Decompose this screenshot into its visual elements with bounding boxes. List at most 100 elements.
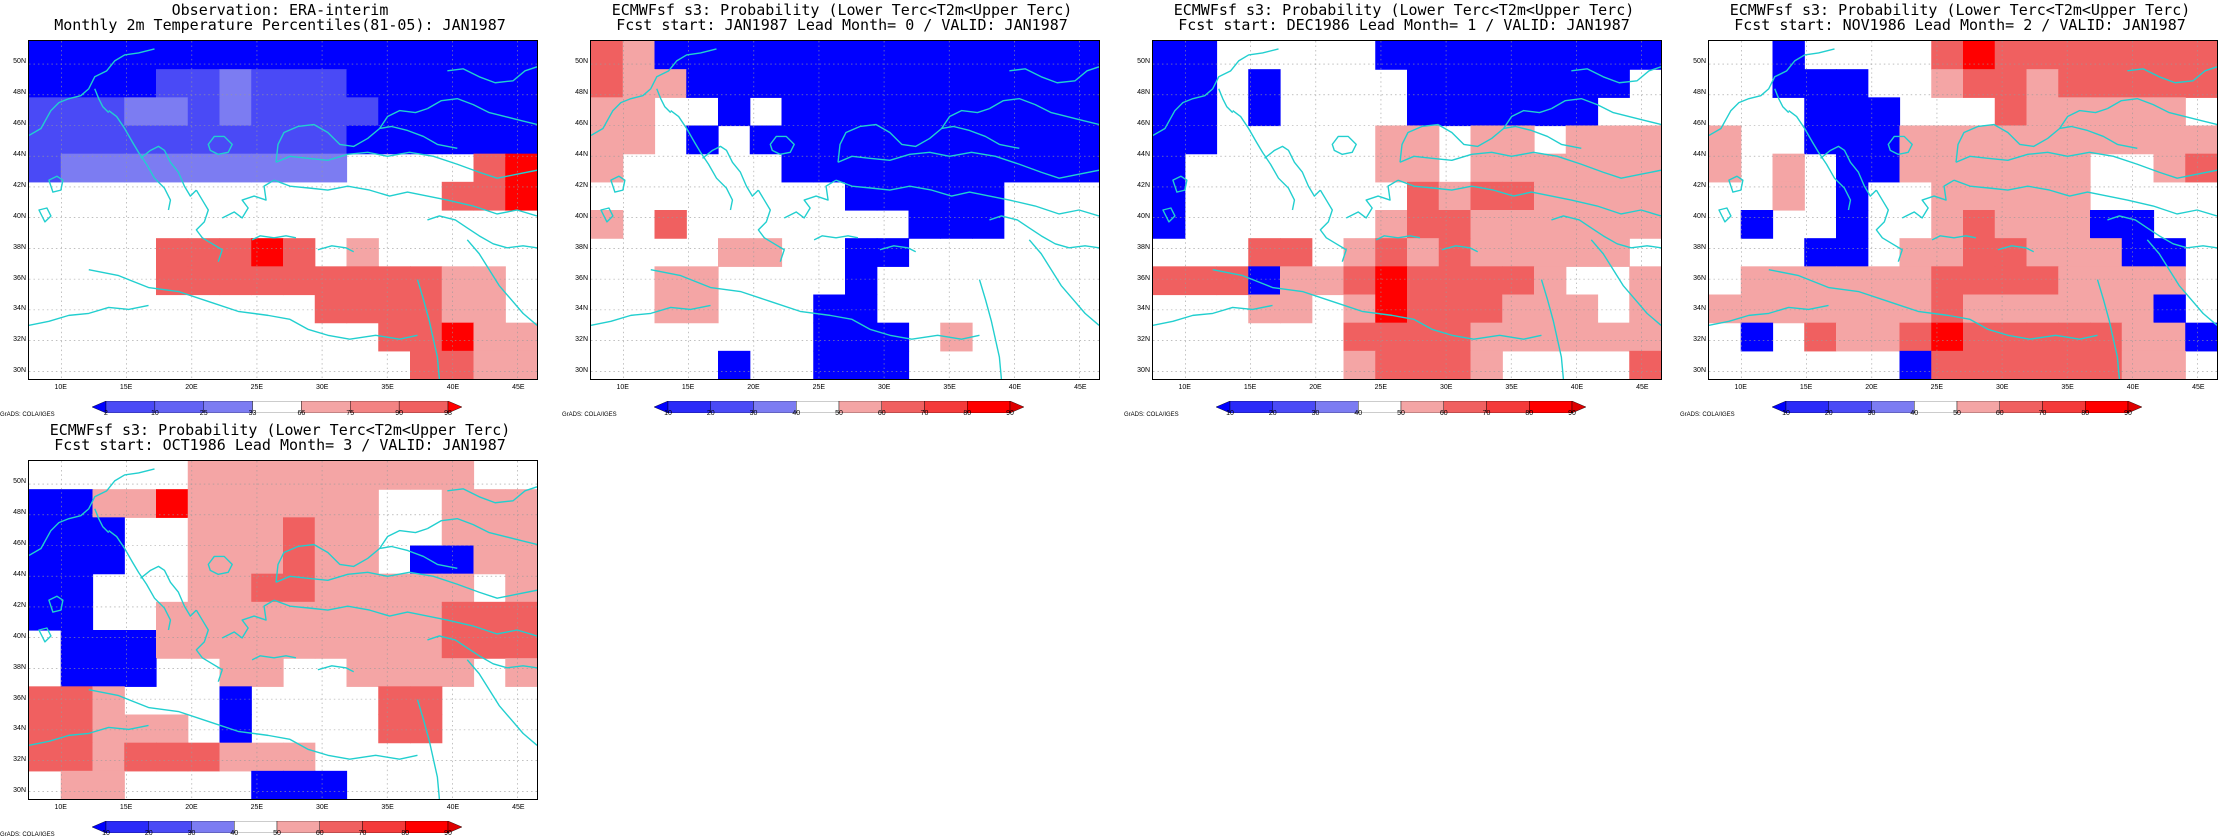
grid-cell	[1931, 350, 1964, 379]
grid-cell	[378, 294, 411, 324]
grid-cell	[1963, 266, 1996, 296]
coastline	[1718, 207, 1732, 223]
grid-cell	[283, 461, 316, 490]
grid-cell	[718, 97, 751, 127]
grid-cell	[346, 461, 379, 490]
colorbar-label: 30	[749, 410, 758, 417]
colorbar	[91, 398, 463, 414]
grid-cell	[60, 573, 94, 603]
colorbar-label: 50	[1397, 410, 1405, 417]
grid-cell	[187, 742, 221, 772]
colorbar-swatch	[405, 820, 449, 834]
coastline	[1212, 268, 1542, 340]
colorbar-swatch	[447, 400, 463, 414]
grid-cell	[441, 294, 475, 324]
grid-cell	[813, 125, 846, 155]
grid-cell	[92, 686, 125, 716]
grid-cell	[1963, 350, 1996, 379]
grid-cell	[1836, 125, 1869, 155]
grid-cell	[845, 125, 878, 155]
colorbar-swatch	[2085, 400, 2129, 414]
grid-cell	[92, 489, 125, 518]
colorbar-swatch	[2042, 400, 2086, 414]
grid-cell	[410, 322, 443, 352]
grid-cell	[1931, 322, 1964, 352]
grid-cell	[187, 517, 221, 547]
grid-cell	[1280, 238, 1313, 267]
colorbar-swatch	[1358, 400, 1402, 414]
grid-cell	[378, 461, 411, 490]
coastline	[1441, 245, 1479, 253]
grid-cell	[1994, 69, 2028, 98]
grid-cell	[876, 350, 910, 379]
lon-tick-label: 20E	[1309, 384, 1322, 391]
colorbar-label: 90	[1006, 410, 1014, 417]
grid-cell	[187, 630, 221, 659]
grid-cell	[2185, 153, 2217, 183]
grid-cell	[251, 97, 284, 127]
grid-cell	[1534, 97, 1567, 127]
grid-cell	[813, 41, 846, 70]
colorbar-label: 30	[1867, 410, 1876, 417]
grid-cell	[1565, 238, 1599, 267]
grid-cell	[972, 153, 1005, 183]
coastline	[1264, 145, 1321, 197]
coastline	[1953, 179, 2217, 217]
lat-tick-label: 40N	[575, 212, 588, 220]
grid-cell	[908, 41, 941, 70]
grid-cell	[92, 770, 125, 799]
grid-cell	[1629, 125, 1661, 155]
grid-cell	[1931, 153, 1964, 183]
grid-cell	[1963, 181, 1996, 211]
lat-tick-label: 46N	[13, 120, 26, 127]
grid-cell	[2026, 69, 2059, 98]
grid-cell	[845, 69, 878, 98]
coastline	[2096, 279, 2121, 379]
lon-tick-label: 25E	[250, 804, 264, 811]
coastline	[317, 665, 355, 673]
grid-cell	[1963, 238, 1996, 267]
grid-cell	[378, 630, 411, 659]
grid-cell	[1534, 210, 1567, 239]
colorbar-swatch	[1571, 400, 1587, 414]
grid-cell	[1804, 69, 1837, 98]
grid-cell	[283, 545, 316, 575]
grid-cell	[441, 517, 475, 547]
grid-cell	[1804, 97, 1837, 127]
lon-tick-label: 10E	[54, 804, 67, 811]
grid-cell	[1438, 266, 1472, 296]
grid-cell	[1931, 266, 1964, 296]
grid-cell	[813, 294, 846, 324]
grid-cell	[2058, 69, 2091, 98]
grid-cell	[1597, 181, 1630, 211]
grid-cell	[591, 125, 624, 155]
grid-cell	[251, 238, 284, 267]
grid-cell	[1772, 153, 1805, 183]
coastline	[427, 517, 537, 546]
map-frame	[1152, 40, 1662, 380]
colorbar-label: 10	[1226, 410, 1234, 417]
lon-tick-label: 25E	[812, 384, 826, 391]
grid-cell	[2058, 350, 2091, 379]
colorbar-swatch	[1315, 400, 1359, 414]
lon-tick-label: 10E	[1734, 384, 1747, 391]
grid-cell	[1629, 181, 1661, 211]
coastline	[1955, 151, 2217, 179]
grid-cell	[219, 545, 252, 575]
grid-cell	[473, 489, 506, 518]
lat-tick-label: 34N	[1137, 305, 1150, 313]
grid-cell	[718, 350, 751, 379]
grid-cell	[2185, 322, 2217, 352]
colorbar-label: 60	[877, 410, 886, 417]
grid-cell	[2153, 97, 2186, 127]
grid-cell	[1438, 350, 1472, 379]
grid-cell	[1407, 97, 1440, 127]
grid-cell	[1502, 238, 1535, 267]
grid-cell	[2058, 153, 2091, 183]
grid-cell	[2153, 294, 2186, 324]
grid-cell	[92, 630, 125, 659]
coastline	[1399, 123, 1582, 163]
grid-cell	[219, 266, 252, 296]
grid-cell	[1772, 266, 1805, 296]
grid-cell	[314, 545, 348, 575]
